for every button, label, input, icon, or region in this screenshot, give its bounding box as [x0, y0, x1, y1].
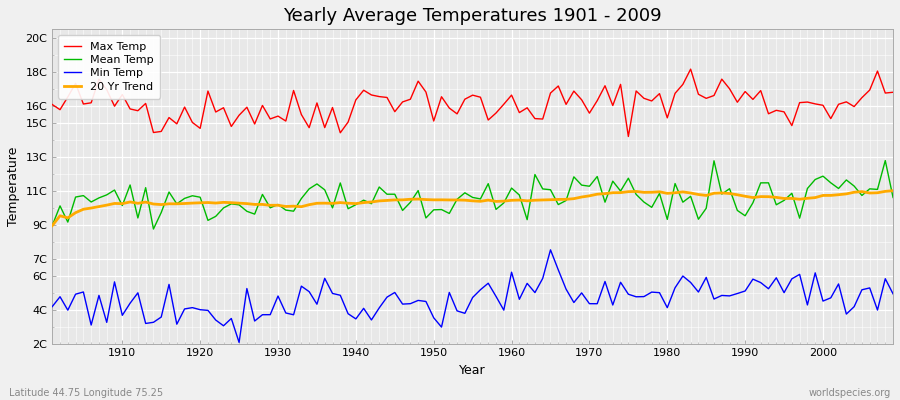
- Min Temp: [335, 293, 346, 298]
- Max Temp: [281, 119, 292, 124]
- Max Temp: [685, 67, 696, 72]
- Mean Temp: [288, 209, 299, 214]
- Min Temp: [514, 297, 525, 302]
- Min Temp: [545, 248, 556, 252]
- Max Temp: [327, 105, 338, 110]
- Line: Mean Temp: Mean Temp: [52, 160, 893, 229]
- 20 Yr Trend: [887, 188, 898, 193]
- Max Temp: [506, 93, 517, 98]
- Title: Yearly Average Temperatures 1901 - 2009: Yearly Average Temperatures 1901 - 2009: [284, 7, 662, 25]
- Max Temp: [599, 83, 610, 88]
- 20 Yr Trend: [499, 199, 509, 204]
- 20 Yr Trend: [109, 201, 120, 206]
- Max Temp: [47, 102, 58, 107]
- Mean Temp: [47, 223, 58, 228]
- Mean Temp: [335, 180, 346, 185]
- Mean Temp: [514, 193, 525, 198]
- 20 Yr Trend: [281, 204, 292, 209]
- 20 Yr Trend: [47, 223, 58, 228]
- Max Temp: [499, 102, 509, 107]
- Min Temp: [47, 304, 58, 309]
- Max Temp: [623, 134, 634, 139]
- Min Temp: [506, 270, 517, 274]
- Min Temp: [234, 340, 245, 345]
- Mean Temp: [887, 195, 898, 200]
- Mean Temp: [608, 179, 618, 184]
- 20 Yr Trend: [506, 198, 517, 203]
- Line: 20 Yr Trend: 20 Yr Trend: [52, 191, 893, 226]
- Min Temp: [288, 312, 299, 317]
- Min Temp: [109, 280, 120, 284]
- Line: Min Temp: Min Temp: [52, 250, 893, 342]
- 20 Yr Trend: [599, 191, 610, 196]
- Text: worldspecies.org: worldspecies.org: [809, 388, 891, 398]
- Min Temp: [616, 280, 626, 285]
- Max Temp: [109, 104, 120, 108]
- Min Temp: [887, 292, 898, 296]
- 20 Yr Trend: [327, 201, 338, 206]
- Mean Temp: [880, 158, 891, 163]
- X-axis label: Year: Year: [459, 364, 486, 377]
- Text: Latitude 44.75 Longitude 75.25: Latitude 44.75 Longitude 75.25: [9, 388, 163, 398]
- Mean Temp: [148, 227, 158, 232]
- Line: Max Temp: Max Temp: [52, 69, 893, 136]
- Mean Temp: [109, 188, 120, 192]
- Legend: Max Temp, Mean Temp, Min Temp, 20 Yr Trend: Max Temp, Mean Temp, Min Temp, 20 Yr Tre…: [58, 35, 160, 99]
- Max Temp: [887, 90, 898, 95]
- Mean Temp: [506, 186, 517, 190]
- Y-axis label: Temperature: Temperature: [7, 147, 20, 226]
